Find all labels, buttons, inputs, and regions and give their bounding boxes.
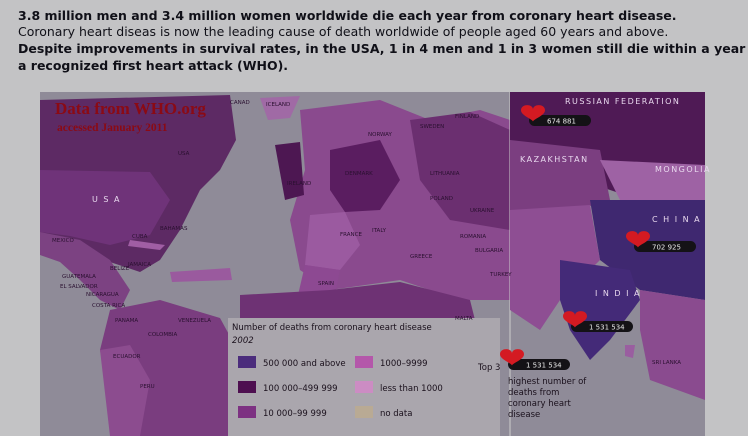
top3-description: disease — [508, 410, 540, 420]
country-label: PANAMA — [115, 318, 138, 324]
callout-pill — [508, 359, 570, 370]
top3-label: Top 3 — [477, 363, 500, 373]
country-label: MONGOLIA — [655, 165, 711, 174]
country-label: C H I N A — [652, 215, 701, 224]
country-label: SWEDEN — [420, 124, 444, 130]
callout-value: 1 531 534 — [589, 324, 625, 332]
country-label: UKRAINE — [470, 208, 495, 214]
land — [170, 268, 232, 282]
country-label: ROMANIA — [460, 234, 486, 240]
legend-swatch — [355, 356, 373, 368]
heart-icon — [500, 349, 524, 366]
country-label: VENEZUELA — [178, 318, 211, 324]
callout-value: 1 531 534 — [526, 362, 562, 370]
country-label: PERU — [140, 384, 155, 390]
statement: Despite improvements in survival rates, … — [18, 41, 748, 56]
country-label: BAHAMAS — [160, 226, 188, 232]
callout-pill — [571, 321, 633, 332]
callout-pill — [634, 241, 696, 252]
country-label: MEXICO — [52, 238, 74, 244]
heart-icon — [563, 311, 587, 328]
land — [128, 240, 165, 250]
legend-year: 2002 — [232, 336, 254, 346]
legend-label: less than 1000 — [380, 384, 443, 394]
land — [560, 260, 640, 360]
land — [625, 345, 635, 358]
accessed: accessed January 2011 — [57, 122, 168, 134]
legend-label: no data — [380, 409, 412, 419]
country-label: BELIZE — [110, 266, 130, 272]
land — [100, 345, 150, 436]
country-label: MALTA — [455, 316, 473, 322]
source: Data from WHO.org — [55, 99, 206, 118]
country-label: GUATEMALA — [62, 274, 96, 280]
country-label: LITHUANIA — [430, 171, 460, 177]
land — [600, 160, 705, 200]
country-label: KAZAKHSTAN — [520, 155, 589, 164]
headline: 3.8 million men and 3.4 million women wo… — [18, 8, 677, 23]
callout-pill — [529, 115, 591, 126]
country-label: ECUADOR — [113, 354, 141, 360]
legend-swatch — [355, 406, 373, 418]
country-label: I N D I A — [595, 289, 641, 298]
country-label: GREECE — [410, 254, 433, 260]
country-label: EL SALVADOR — [60, 284, 98, 290]
land — [40, 232, 130, 310]
top3-description: coronary heart — [508, 399, 572, 409]
country-label: NICARAGUA — [86, 292, 119, 298]
country-label: U S A — [92, 195, 121, 204]
land — [640, 290, 705, 400]
land — [305, 212, 360, 270]
land — [298, 265, 340, 295]
land — [510, 205, 600, 330]
top3-description: deaths from — [508, 388, 559, 398]
legend-title: Number of deaths from coronary heart dis… — [232, 323, 432, 333]
country-label: ITALY — [372, 228, 387, 234]
country-label: FRANCE — [340, 232, 362, 238]
legend-swatch — [238, 406, 256, 418]
country-label: POLAND — [430, 196, 453, 202]
legend-label: 100 000–499 999 — [263, 384, 338, 394]
land — [510, 140, 610, 215]
country-label: SRI LANKA — [652, 360, 681, 366]
country-label: NORWAY — [368, 132, 393, 138]
country-label: DENMARK — [345, 171, 373, 177]
callout-value: 674 881 — [547, 118, 576, 126]
top3-description: highest number of — [508, 377, 587, 387]
subline: Coronary heart diseas is now the leading… — [18, 24, 669, 39]
country-label: FINLAND — [455, 114, 479, 120]
country-label: CUBA — [132, 234, 148, 240]
land — [410, 112, 510, 230]
legend-label: 10 000–99 999 — [263, 409, 327, 419]
country-label: JAMAICA — [127, 262, 151, 268]
country-label: SPAIN — [318, 281, 334, 287]
legend-swatch — [355, 381, 373, 393]
land — [260, 96, 300, 120]
country-label: RUSSIAN FEDERATION — [565, 97, 680, 106]
country-label: ICELAND — [266, 102, 290, 108]
legend-label: 1000–9999 — [380, 359, 428, 369]
legend-label: 500 000 and above — [263, 359, 346, 369]
country-label: COLOMBIA — [148, 332, 178, 338]
land — [40, 170, 170, 245]
statement: a recognized first heart attack (WHO). — [18, 58, 289, 73]
heart-icon — [521, 105, 545, 122]
land — [330, 140, 400, 212]
country-label: IRELAND — [287, 181, 311, 187]
country-label: TURKEY — [489, 272, 512, 278]
land — [275, 142, 304, 200]
country-label: COSTA RICA — [92, 303, 125, 309]
country-label: BULGARIA — [475, 248, 503, 254]
country-label: USA — [178, 151, 190, 157]
country-label: CANAD — [230, 100, 250, 106]
legend-swatch — [238, 381, 256, 393]
heart-icon — [626, 231, 650, 248]
legend-swatch — [238, 356, 256, 368]
callout-value: 702 925 — [652, 244, 681, 252]
